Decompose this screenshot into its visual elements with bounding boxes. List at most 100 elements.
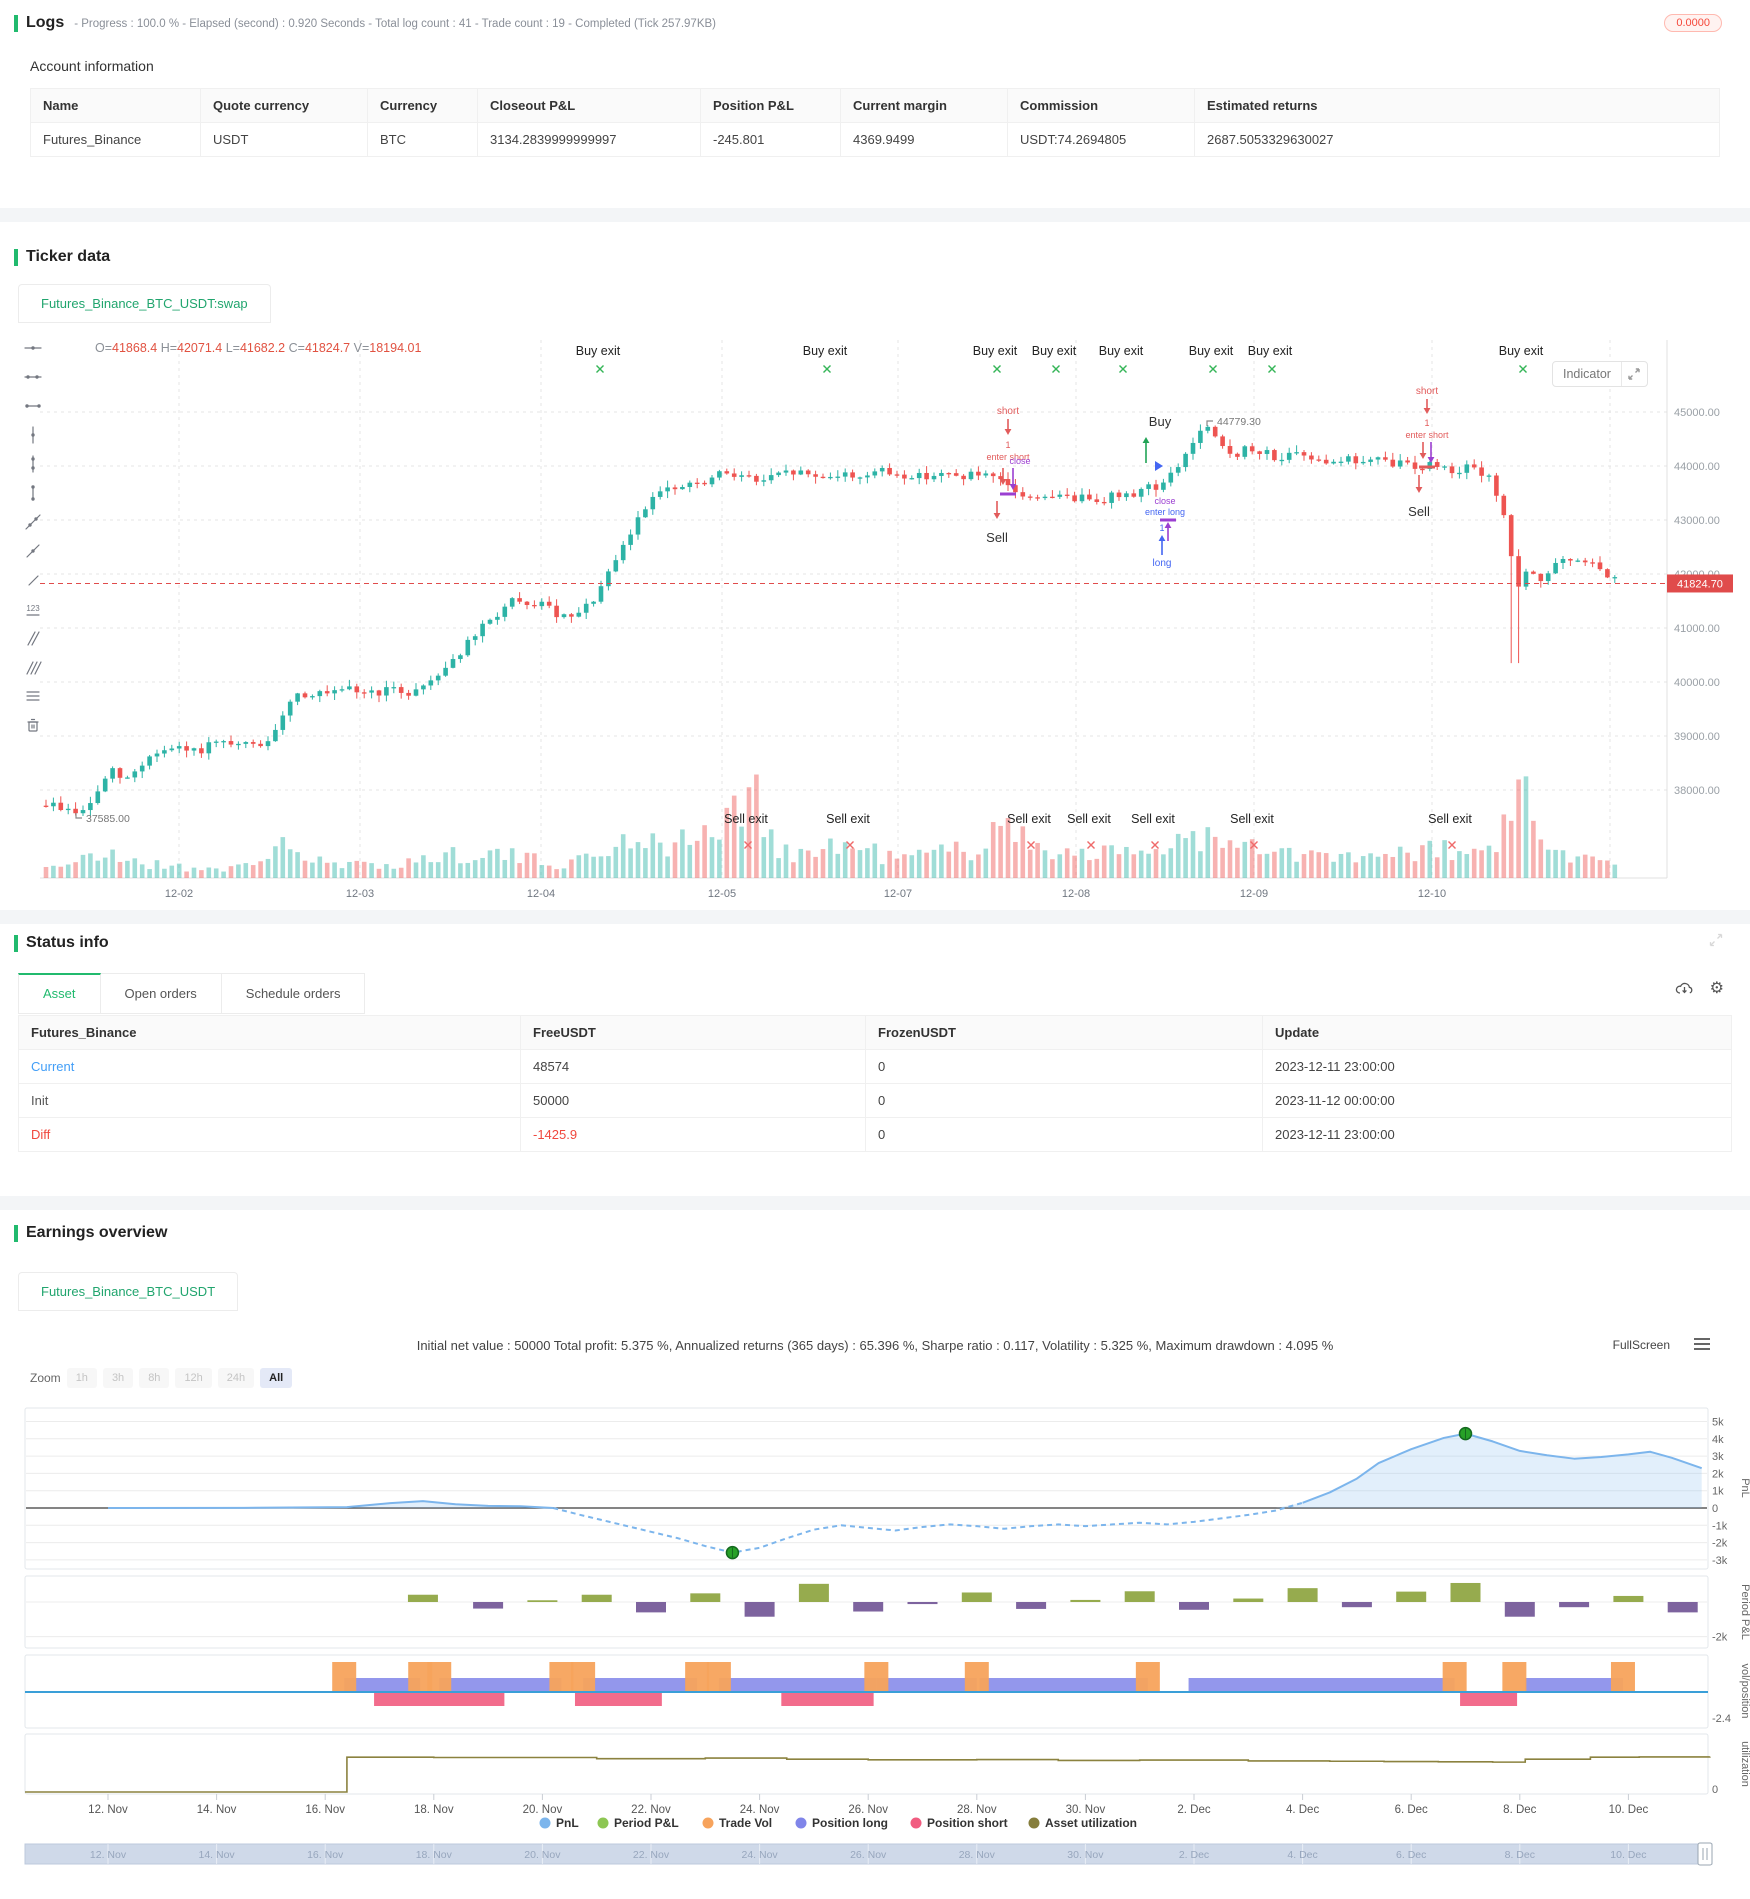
svg-text:20. Nov: 20. Nov <box>524 1849 561 1861</box>
numbered-line-icon[interactable]: 123 <box>24 600 42 618</box>
legend-item-asset-utilization[interactable]: Asset utilization <box>1028 1816 1138 1830</box>
svg-text:26. Nov: 26. Nov <box>848 1804 888 1816</box>
status-info-title: Status info <box>26 934 109 951</box>
svg-text:Buy: Buy <box>1149 414 1172 429</box>
zoom-controls: Zoom 1h 3h 8h 12h 24h All <box>30 1368 293 1388</box>
zoom-3h-button[interactable]: 3h <box>102 1368 134 1388</box>
svg-text:5k: 5k <box>1712 1417 1724 1429</box>
svg-text:vol/position: vol/position <box>1739 1663 1750 1718</box>
svg-text:Buy exit: Buy exit <box>1499 344 1544 358</box>
svg-text:-2k: -2k <box>1712 1632 1728 1644</box>
svg-text:-1k: -1k <box>1712 1520 1728 1532</box>
svg-text:Sell: Sell <box>986 530 1008 545</box>
account-information-title: Account information <box>30 58 154 74</box>
svg-text:12-03: 12-03 <box>346 888 374 900</box>
zoom-all-button[interactable]: All <box>260 1368 293 1388</box>
indicator-button-label[interactable]: Indicator <box>1563 367 1611 381</box>
tab-open-orders[interactable]: Open orders <box>100 973 222 1014</box>
svg-text:Sell: Sell <box>1408 504 1430 519</box>
svg-text:Sell exit: Sell exit <box>1428 812 1472 826</box>
tab-futures-binance-btc-usdt-swap[interactable]: Futures_Binance_BTC_USDT:swap <box>18 284 271 323</box>
gear-icon[interactable]: ⚙ <box>1709 980 1724 997</box>
account-col-header: Quote currency <box>200 88 368 123</box>
svg-text:Position long: Position long <box>812 1816 888 1830</box>
horizontal-ray-icon[interactable] <box>24 368 42 386</box>
legend-item-pnl[interactable]: PnL <box>539 1816 579 1830</box>
svg-text:28. Nov: 28. Nov <box>957 1804 997 1816</box>
vertical-segment-icon[interactable] <box>24 484 42 502</box>
svg-text:22. Nov: 22. Nov <box>631 1804 671 1816</box>
svg-text:PnL: PnL <box>556 1816 579 1830</box>
svg-text:enter short: enter short <box>986 452 1030 462</box>
fullscreen-button[interactable]: FullScreen <box>1612 1338 1670 1352</box>
svg-text:Buy exit: Buy exit <box>1248 344 1293 358</box>
trash-icon[interactable] <box>24 716 42 734</box>
account-col-header: Closeout P&L <box>477 88 701 123</box>
status-tabs[interactable]: Asset Open orders Schedule orders <box>18 973 366 1014</box>
candlestick-chart[interactable]: 12-02 12-03 12-04 12-05 12-07 12-08 12-09 12-10… <box>0 325 1750 907</box>
svg-text:Buy exit: Buy exit <box>576 344 621 358</box>
account-col-header: Estimated returns <box>1194 88 1720 123</box>
collapse-icon[interactable] <box>1708 932 1724 953</box>
table-row: Diff -1425.9 0 2023-12-11 23:00:00 <box>18 1117 1732 1152</box>
short-trend-line-icon[interactable] <box>24 571 42 589</box>
crosshair-line-icon[interactable] <box>24 339 42 357</box>
asset-table: Futures_Binance FreeUSDT FrozenUSDT Update … <box>18 1015 1732 1152</box>
svg-text:12-08: 12-08 <box>1062 888 1090 900</box>
logs-count-badge[interactable]: 0.0000 <box>1664 14 1722 32</box>
svg-text:41824.70: 41824.70 <box>1677 578 1723 590</box>
zoom-12h-button[interactable]: 12h <box>175 1368 212 1388</box>
legend-item-position-long[interactable]: Position long <box>795 1816 889 1830</box>
zoom-24h-button[interactable]: 24h <box>217 1368 255 1388</box>
ticker-data-title: Ticker data <box>26 248 111 265</box>
parallel-triple-icon[interactable] <box>24 658 42 676</box>
svg-text:4. Dec: 4. Dec <box>1287 1849 1317 1861</box>
chart-drawing-toolbar[interactable]: 123 <box>20 339 46 734</box>
legend-item-period-p&l[interactable]: Period P&L <box>597 1816 679 1830</box>
svg-text:12. Nov: 12. Nov <box>90 1849 127 1861</box>
svg-text:-2.4: -2.4 <box>1712 1713 1731 1725</box>
svg-text:2k: 2k <box>1712 1468 1724 1480</box>
vertical-point-icon[interactable] <box>24 426 42 444</box>
status-col-header: Update <box>1262 1015 1732 1050</box>
logs-progress-meta: - Progress : 100.0 % - Elapsed (second) … <box>74 18 717 30</box>
cloud-download-icon[interactable] <box>1675 980 1694 1002</box>
tab-futures-binance-btc-usdt[interactable]: Futures_Binance_BTC_USDT <box>18 1272 239 1311</box>
svg-text:Sell exit: Sell exit <box>1131 812 1175 826</box>
navigator-handle[interactable] <box>1697 1842 1713 1866</box>
svg-text:4. Dec: 4. Dec <box>1286 1804 1319 1816</box>
svg-text:Buy exit: Buy exit <box>973 344 1018 358</box>
channel-lines-icon[interactable] <box>24 687 42 705</box>
zoom-8h-button[interactable]: 8h <box>139 1368 170 1388</box>
expand-icon[interactable] <box>1620 362 1647 386</box>
account-col-header: Current margin <box>840 88 1008 123</box>
chart-navigator[interactable]: 12. Nov 14. Nov 16. Nov 18. Nov 20. Nov 22. N… <box>24 1842 1713 1866</box>
earnings-chart[interactable]: 5k 4k 3k 2k 1k 0 -1k -2k -3k -2k -2.4 0 PnL Period P&… <box>0 1400 1750 1870</box>
trend-line-icon[interactable] <box>24 542 42 560</box>
section-accent-bar <box>14 14 18 32</box>
tab-asset[interactable]: Asset <box>18 973 101 1014</box>
row-label-current[interactable]: Current <box>18 1049 521 1084</box>
svg-text:30. Nov: 30. Nov <box>1066 1804 1106 1816</box>
candlestick-chart-area[interactable]: 12-02 12-03 12-04 12-05 12-07 12-08 12-09 12-10… <box>0 325 1750 907</box>
indicator-button[interactable]: Indicator <box>1552 361 1648 387</box>
legend-item-position-short[interactable]: Position short <box>910 1816 1008 1830</box>
table-row: Futures_Binance USDT BTC 3134.2839999999997… <box>30 122 1720 157</box>
ticker-data-section: Ticker data Futures_Binance_BTC_USDT:swa… <box>0 222 1750 910</box>
zoom-1h-button[interactable]: 1h <box>66 1368 97 1388</box>
diagonal-ray-icon[interactable] <box>24 513 42 531</box>
svg-text:Buy exit: Buy exit <box>1099 344 1144 358</box>
svg-text:Buy exit: Buy exit <box>803 344 848 358</box>
vertical-dashed-icon[interactable] <box>24 455 42 473</box>
svg-text:Sell exit: Sell exit <box>1067 812 1111 826</box>
svg-text:40000.00: 40000.00 <box>1674 677 1720 689</box>
parallel-double-icon[interactable] <box>24 629 42 647</box>
tab-schedule-orders[interactable]: Schedule orders <box>221 973 366 1014</box>
legend-item-trade-vol[interactable]: Trade Vol <box>702 1816 773 1830</box>
svg-text:45000.00: 45000.00 <box>1674 407 1720 419</box>
status-col-header: FrozenUSDT <box>865 1015 1263 1050</box>
chart-context-menu-icon[interactable] <box>1692 1336 1712 1357</box>
svg-text:Buy exit: Buy exit <box>1189 344 1234 358</box>
horizontal-segment-icon[interactable] <box>24 397 42 415</box>
section-accent-bar <box>14 934 18 952</box>
